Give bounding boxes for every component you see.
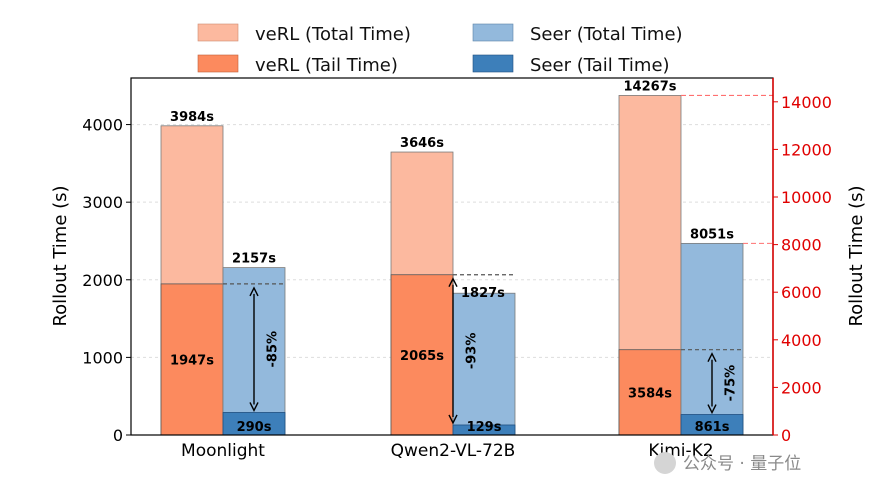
value-label-seer-tail: 290s [237,420,272,435]
value-label-seer-tail: 861s [695,420,730,435]
y-right-tick-label: 12000 [781,140,832,159]
y-right-tick-label: 10000 [781,188,832,207]
x-axis-categories: Moonlight Qwen2-VL-72B Kimi-K2 [181,441,714,461]
y-right-tick-label: 14000 [781,93,832,112]
left-axis-ticks: 0 1000 2000 3000 4000 [82,116,131,445]
annotations: -85% -93% -75% [223,94,773,425]
watermark-logo-icon [654,452,676,474]
legend: veRL (Total Time) veRL (Tail Time) Seer … [197,23,683,76]
y-tick-label: 3000 [82,193,123,212]
value-label-verl-total: 3984s [170,110,214,125]
value-label-seer-tail: 129s [467,420,502,435]
watermark: 公众号 · 量子位 [654,452,801,474]
bar-seer-total [452,292,516,436]
reduction-arrow-head-down [249,402,259,413]
right-axis-ticks: 0 2000 4000 6000 8000 10000 12000 14000 [773,93,832,445]
value-label-verl-total: 3646s [400,136,444,151]
reduction-label: -85% [266,331,281,368]
value-label-seer-total: 1827s [461,286,505,301]
legend-label-verl-tail: veRL (Tail Time) [255,55,398,76]
value-label-verl-tail: 3584s [628,386,672,401]
reduction-arrow-head-down [707,404,717,415]
bar-verl-tail [390,274,454,436]
legend-label-seer-total: Seer (Total Time) [530,24,683,45]
y-tick-label: 0 [113,426,123,445]
value-label-verl-tail: 1947s [170,353,214,368]
y-right-tick-label: 0 [781,426,791,445]
bar-verl-tail [618,349,682,436]
legend-swatch-seer-tail [472,54,514,73]
value-label-verl-tail: 2065s [400,349,444,364]
legend-label-seer-tail: Seer (Tail Time) [530,55,670,76]
watermark-text: 公众号 · 量子位 [683,454,801,474]
y-tick-label: 1000 [82,348,123,367]
y-tick-label: 2000 [82,271,123,290]
reduction-label: -93% [465,333,480,370]
reduction-arrow-head-up [707,352,717,363]
y-right-tick-label: 2000 [781,378,822,397]
y-right-tick-label: 8000 [781,236,822,255]
y-axis-label: Rollout Time (s) [50,185,71,326]
y-right-tick-label: 4000 [781,331,822,350]
x-category-label: Qwen2-VL-72B [391,441,516,461]
reduction-label: -75% [724,365,739,402]
legend-swatch-verl-total [197,23,239,42]
y-axis-label-right: Rollout Time (s) [846,185,867,326]
x-category-label: Moonlight [181,441,265,461]
y-tick-label: 4000 [82,116,123,135]
legend-swatch-verl-tail [197,54,239,73]
reduction-arrow-head-up [249,286,259,297]
legend-swatch-seer-total [472,23,514,42]
value-label-verl-total: 14267s [624,79,677,94]
value-label-seer-total: 8051s [690,227,734,242]
bar-verl-tail [160,283,224,436]
reduction-arrow-head-down [448,414,458,425]
value-label-seer-total: 2157s [232,252,276,267]
reduction-arrow-head-up [448,277,458,288]
legend-label-verl-total: veRL (Total Time) [255,24,411,45]
y-right-tick-label: 6000 [781,283,822,302]
value-labels: 3984s 1947s 2157s 290s 3646s 2065s 1827s 129s 14… [170,79,734,435]
